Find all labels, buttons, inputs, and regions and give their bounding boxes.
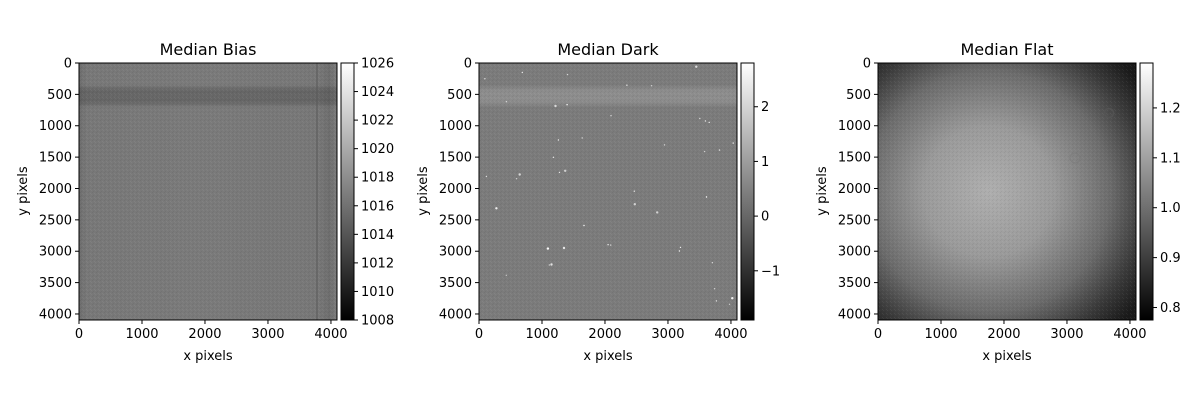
- bias-ytick-label: 500: [47, 88, 72, 103]
- dark-xtick-label: 3000: [651, 327, 684, 342]
- dark-colorbar-tick-label: 0: [761, 210, 769, 225]
- bias-panel: Median Bias 0 1000 2000 3000 400005001000150…: [16, 40, 394, 364]
- flat-colorbar-tick-label: 0.9: [1160, 251, 1181, 266]
- dark-ytick-label: 500: [447, 88, 472, 103]
- flat-title: Median Flat: [960, 40, 1053, 59]
- bias-ytick-label: 1000: [39, 119, 72, 134]
- flat-xtick-label: 0: [874, 327, 882, 342]
- bias-colorbar-tick-label: 1020: [361, 142, 394, 157]
- flat-ytick-label: 1000: [838, 119, 871, 134]
- dark-xtick-label: 0: [475, 327, 483, 342]
- flat-ytick-label: 2500: [838, 213, 871, 228]
- flat-xtick-label: 4000: [1113, 327, 1146, 342]
- dark-xtick-label: 2000: [588, 327, 621, 342]
- flat-colorbar-tick-label: 1.0: [1160, 201, 1181, 216]
- flat-colorbar: [1139, 62, 1154, 321]
- flat-ytick-label: 0: [863, 57, 871, 72]
- bias-colorbar-tick-label: 1024: [361, 85, 394, 100]
- bias-ylabel: y pixels: [16, 166, 31, 216]
- dark-panel: Median Dark 0 1000 2000 3000 400005001000150…: [416, 40, 780, 364]
- dark-axes-frame: [478, 62, 738, 321]
- dark-image: [479, 63, 737, 320]
- bias-xtick-label: 4000: [314, 327, 347, 342]
- bias-colorbar-tick-label: 1016: [361, 199, 394, 214]
- bias-colorbar: [340, 62, 355, 321]
- bias-xtick-label: 0: [75, 327, 83, 342]
- bias-colorbar-tick-label: 1008: [361, 314, 394, 329]
- flat-ytick-label: 3500: [838, 276, 871, 291]
- bias-ytick-label: 3000: [39, 245, 72, 260]
- dark-colorbar-tick-label: −1: [761, 264, 780, 279]
- bias-colorbar-tick-label: 1018: [361, 171, 394, 186]
- flat-xlabel: x pixels: [982, 349, 1032, 364]
- dark-ytick-label: 1500: [439, 151, 472, 166]
- dark-ytick-label: 3500: [439, 276, 472, 291]
- dark-colorbar-tick-label: 2: [761, 100, 769, 115]
- flat-axes-frame: [877, 62, 1137, 321]
- dark-ytick-label: 0: [464, 57, 472, 72]
- dark-ytick-label: 3000: [439, 245, 472, 260]
- dark-ytick-label: 4000: [439, 307, 472, 322]
- bias-ytick-label: 4000: [39, 307, 72, 322]
- flat-ytick-label: 4000: [838, 307, 871, 322]
- flat-colorbar-tick-label: 1.2: [1160, 101, 1181, 116]
- flat-ytick-label: 500: [846, 88, 871, 103]
- flat-xtick-label: 3000: [1050, 327, 1083, 342]
- dark-xlabel: x pixels: [583, 349, 633, 364]
- bias-colorbar-tick-label: 1014: [361, 228, 394, 243]
- dark-colorbar: [740, 62, 755, 321]
- bias-colorbar-tick-label: 1022: [361, 114, 394, 129]
- flat-panel: Median Flat 0 1000 2000 3000 400005001000150…: [815, 40, 1181, 364]
- bias-colorbar-tick-label: 1012: [361, 256, 394, 271]
- dark-title: Median Dark: [557, 40, 659, 59]
- bias-ytick-label: 2000: [39, 182, 72, 197]
- dark-ytick-label: 2000: [439, 182, 472, 197]
- bias-ytick-label: 2500: [39, 213, 72, 228]
- flat-xtick-label: 2000: [987, 327, 1020, 342]
- flat-xtick-label: 1000: [924, 327, 957, 342]
- bias-xtick-label: 3000: [251, 327, 284, 342]
- bias-xlabel: x pixels: [183, 349, 233, 364]
- bias-image: [79, 63, 337, 320]
- flat-colorbar-tick-label: 0.8: [1160, 301, 1181, 316]
- flat-ytick-label: 1500: [838, 151, 871, 166]
- dark-ylabel: y pixels: [416, 166, 431, 216]
- flat-image: [878, 63, 1136, 320]
- bias-xtick-label: 1000: [125, 327, 158, 342]
- dark-xtick-label: 1000: [525, 327, 558, 342]
- bias-ytick-label: 1500: [39, 151, 72, 166]
- dark-ytick-label: 1000: [439, 119, 472, 134]
- bias-xtick-label: 2000: [188, 327, 221, 342]
- bias-colorbar-tick-label: 1026: [361, 57, 394, 72]
- bias-ytick-label: 3500: [39, 276, 72, 291]
- dark-xtick-label: 4000: [714, 327, 747, 342]
- flat-ytick-label: 3000: [838, 245, 871, 260]
- dark-colorbar-tick-label: 1: [761, 155, 769, 170]
- bias-title: Median Bias: [160, 40, 257, 59]
- flat-ytick-label: 2000: [838, 182, 871, 197]
- bias-colorbar-tick-label: 1010: [361, 285, 394, 300]
- dark-ytick-label: 2500: [439, 213, 472, 228]
- flat-colorbar-tick-label: 1.1: [1160, 151, 1181, 166]
- bias-axes-frame: [78, 62, 338, 321]
- flat-ylabel: y pixels: [815, 166, 830, 216]
- bias-ytick-label: 0: [64, 57, 72, 72]
